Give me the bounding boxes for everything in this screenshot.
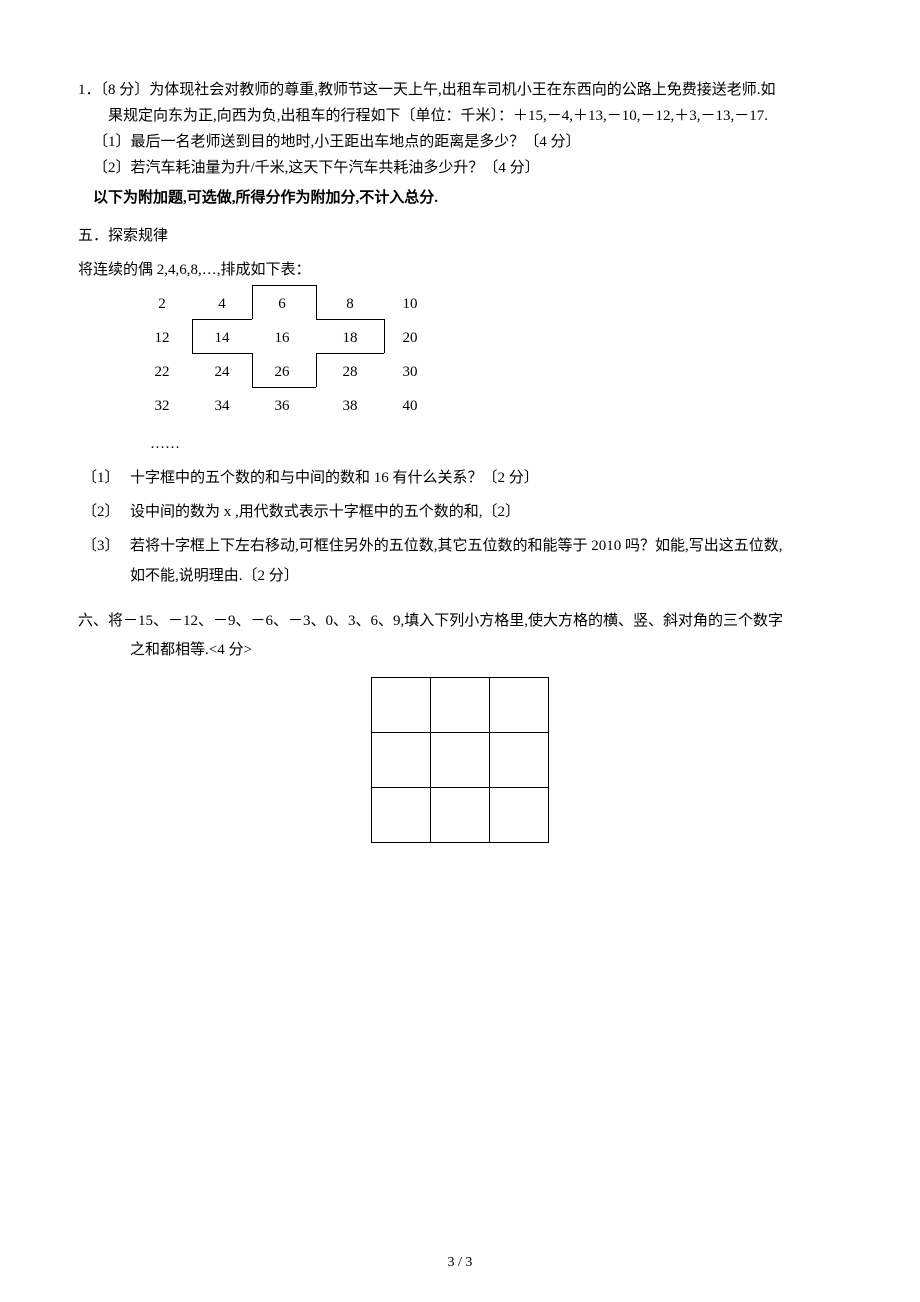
table-cell: 10 [382, 292, 438, 316]
table-cell: 26 [254, 360, 310, 384]
sec5-q1-num: 〔1〕 [78, 466, 130, 490]
sec5-q3-text2: 如不能,说明理由.〔2 分〕 [78, 564, 842, 588]
grid-cell [490, 678, 549, 733]
sec5-q3-text: 若将十字框上下左右移动,可框住另外的五位数,其它五位数的和能等于 2010 吗？… [130, 534, 842, 558]
grid-cell [490, 788, 549, 843]
table-cell: 8 [322, 292, 378, 316]
table-cell: 6 [254, 292, 310, 316]
table-cell: 40 [382, 394, 438, 418]
table-cell: 4 [194, 292, 250, 316]
sec5-q3-num: 〔3〕 [78, 534, 130, 558]
grid-cell [431, 678, 490, 733]
grid-cell [431, 733, 490, 788]
sec5-q3: 〔3〕 若将十字框上下左右移动,可框住另外的五位数,其它五位数的和能等于 201… [78, 534, 842, 558]
table-cell: 20 [382, 326, 438, 350]
cross-frame-seg [316, 353, 384, 354]
sec5-title: 五．探索规律 [78, 224, 842, 248]
table-cell: 36 [254, 394, 310, 418]
sec5-q2-num: 〔2〕 [78, 500, 130, 524]
cross-frame-seg [252, 353, 253, 387]
grid-cell [431, 788, 490, 843]
q1-sub2: 〔2〕若汽车耗油量为升/千米,这天下午汽车共耗油多少升？〔4 分〕 [78, 156, 842, 180]
sec5-q2: 〔2〕 设中间的数为 x ,用代数式表示十字框中的五个数的和,〔2〕 [78, 500, 842, 524]
sec5-desc: 将连续的偶 2,4,6,8,…,排成如下表： [78, 258, 842, 282]
grid-cell [372, 678, 431, 733]
bold-note: 以下为附加题,可选做,所得分作为附加分,不计入总分. [78, 186, 842, 210]
sec5-q2-text: 设中间的数为 x ,用代数式表示十字框中的五个数的和,〔2〕 [130, 500, 842, 524]
even-number-table: …… 246810121416182022242628303234363840 [134, 292, 446, 452]
table-cell: 28 [322, 360, 378, 384]
sec6-line1: 六、将－15、－12、－9、－6、－3、0、3、6、9,填入下列小方格里,使大方… [78, 606, 842, 636]
grid-cell [372, 733, 431, 788]
table-cell: 34 [194, 394, 250, 418]
table-cell: 16 [254, 326, 310, 350]
cross-frame-seg [316, 319, 384, 320]
table-cell: 24 [194, 360, 250, 384]
cross-frame-seg [192, 319, 252, 320]
cross-frame-seg [192, 353, 252, 354]
sec6-line2: 之和都相等.<4 分> [78, 638, 842, 662]
table-cell: 22 [134, 360, 190, 384]
table-cell: 2 [134, 292, 190, 316]
table-cell: 30 [382, 360, 438, 384]
cross-frame-seg [316, 285, 317, 319]
cross-frame-seg [384, 319, 385, 353]
magic-square-grid [78, 677, 842, 843]
grid-cell [372, 788, 431, 843]
grid-cell [490, 733, 549, 788]
q1-sub1: 〔1〕最后一名老师送到目的地时,小王距出车地点的距离是多少？〔4 分〕 [78, 130, 842, 154]
table-cell: 38 [322, 394, 378, 418]
table-cell: 12 [134, 326, 190, 350]
cross-frame-seg [252, 285, 316, 286]
sec5-q1-text: 十字框中的五个数的和与中间的数和 16 有什么关系？〔2 分〕 [130, 466, 842, 490]
grid-3x3 [371, 677, 549, 843]
cross-frame-seg [252, 285, 253, 319]
page-number: 3 / 3 [0, 1252, 920, 1274]
q1-line1: 1．〔8 分〕为体现社会对教师的尊重,教师节这一天上午,出租车司机小王在东西向的… [78, 78, 842, 102]
table-dots: …… [150, 432, 180, 456]
cross-frame-seg [316, 353, 317, 387]
q1-line2: 果规定向东为正,向西为负,出租车的行程如下〔单位：千米〕：＋15,－4,＋13,… [78, 104, 842, 128]
cross-frame-seg [252, 387, 316, 388]
sec5-q1: 〔1〕 十字框中的五个数的和与中间的数和 16 有什么关系？〔2 分〕 [78, 466, 842, 490]
table-cell: 14 [194, 326, 250, 350]
table-cell: 18 [322, 326, 378, 350]
table-cell: 32 [134, 394, 190, 418]
cross-frame-seg [192, 319, 193, 353]
